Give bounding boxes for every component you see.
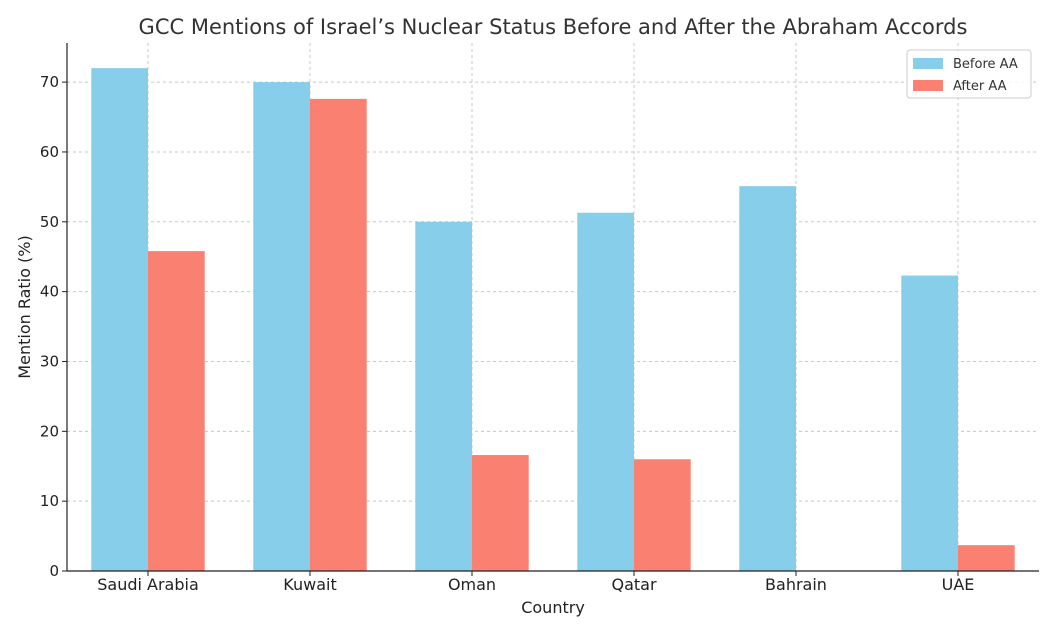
legend: Before AA After AA <box>906 49 1032 99</box>
x-tick-label: Kuwait <box>283 575 336 594</box>
chart-title: GCC Mentions of Israel’s Nuclear Status … <box>139 15 968 39</box>
legend-swatch <box>913 80 943 91</box>
bars <box>91 68 1015 572</box>
bar-after-aa <box>310 98 367 571</box>
legend-label: After AA <box>953 79 1007 94</box>
y-axis-label: Mention Ratio (%) <box>15 235 34 378</box>
legend-label: Before AA <box>953 57 1018 72</box>
y-tick-label: 0 <box>49 562 59 580</box>
legend-swatch <box>913 58 943 69</box>
y-tick-label: 10 <box>40 492 59 510</box>
y-tick-label: 40 <box>40 283 59 301</box>
axes: 0 10 20 30 40 50 60 70 Saudi Arabia Kuwait Oman Qat… <box>40 43 1039 594</box>
bar-before-aa <box>901 275 958 571</box>
bar-before-aa <box>577 212 634 571</box>
y-tick-label: 20 <box>40 422 59 440</box>
bar-after-aa <box>634 459 691 571</box>
x-tick-label: UAE <box>942 575 975 594</box>
grid <box>67 43 1039 572</box>
bar-before-aa <box>415 221 472 572</box>
y-tick-label: 60 <box>40 143 59 161</box>
y-tick-label: 30 <box>40 352 59 370</box>
bar-after-aa <box>148 251 205 571</box>
bar-after-aa <box>958 545 1015 571</box>
x-axis-label: Country <box>521 598 585 617</box>
x-tick-label: Oman <box>448 575 496 594</box>
x-tick-label: Qatar <box>611 575 656 594</box>
x-tick-label: Saudi Arabia <box>97 575 199 594</box>
y-tick-label: 70 <box>40 73 59 91</box>
bar-before-aa <box>91 68 148 572</box>
bar-after-aa <box>472 455 529 571</box>
bar-before-aa <box>739 186 796 571</box>
x-tick-label: Bahrain <box>765 575 827 594</box>
bar-before-aa <box>253 82 310 571</box>
y-tick-label: 50 <box>40 213 59 231</box>
